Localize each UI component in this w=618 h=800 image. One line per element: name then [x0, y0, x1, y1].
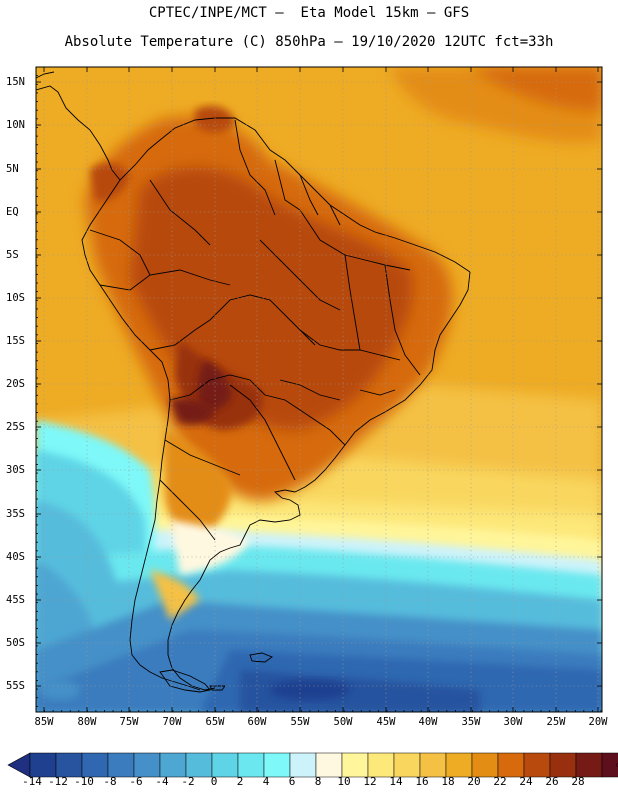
- colorbar-label-24: 24: [519, 775, 533, 788]
- colorbar-label-2: 2: [236, 775, 244, 788]
- colorbar-label-m14: -14: [22, 775, 42, 788]
- colorbar-boxes: [29, 752, 618, 778]
- colorbar-swatch: [211, 752, 239, 778]
- colorbar-label-14: 14: [389, 775, 403, 788]
- colorbar-swatch: [263, 752, 291, 778]
- colorbar-label-10: 10: [337, 775, 351, 788]
- lon-label-45w: 45W: [376, 716, 396, 728]
- map-field: [36, 67, 602, 712]
- colorbar-label-0: 0: [210, 775, 218, 788]
- lon-label-25w: 25W: [546, 716, 566, 728]
- colorbar-swatch: [497, 752, 525, 778]
- colorbar-swatch: [159, 752, 187, 778]
- lat-label-25s: 25S: [6, 421, 25, 433]
- colorbar-swatch: [471, 752, 499, 778]
- colorbar-under-arrow: [7, 752, 31, 778]
- lon-label-35w: 35W: [461, 716, 481, 728]
- colorbar-swatch: [341, 752, 369, 778]
- lat-label-eq: EQ: [6, 206, 19, 218]
- lat-label-5s: 5S: [6, 249, 19, 261]
- colorbar-swatch: [393, 752, 421, 778]
- colorbar-label-26: 26: [545, 775, 559, 788]
- colorbar-label-12: 12: [363, 775, 377, 788]
- lon-label-55w: 55W: [290, 716, 310, 728]
- colorbar-swatch: [575, 752, 603, 778]
- lat-label-15s: 15S: [6, 335, 25, 347]
- colorbar-label-18: 18: [441, 775, 455, 788]
- colorbar-swatch: [237, 752, 265, 778]
- colorbar-swatch: [107, 752, 135, 778]
- colorbar-swatch: [315, 752, 343, 778]
- lon-label-50w: 50W: [333, 716, 353, 728]
- colorbar-label-6: 6: [288, 775, 296, 788]
- map-frame: [35, 66, 603, 713]
- map-title-line-1: CPTEC/INPE/MCT – Eta Model 15km – GFS: [148, 5, 470, 21]
- lon-label-85w: 85W: [34, 716, 54, 728]
- lat-label-50s: 50S: [6, 637, 25, 649]
- lat-label-45s: 45S: [6, 594, 25, 606]
- axis-ticks: [35, 66, 602, 712]
- lon-label-30w: 30W: [503, 716, 523, 728]
- colorbar-label-m4: -4: [155, 775, 169, 788]
- colorbar-swatch: [419, 752, 447, 778]
- lat-label-30s: 30S: [6, 464, 25, 476]
- lat-label-10n: 10N: [6, 119, 25, 131]
- lon-label-60w: 60W: [247, 716, 267, 728]
- colorbar-label-22: 22: [493, 775, 507, 788]
- colorbar-swatch: [185, 752, 213, 778]
- lon-label-80w: 80W: [77, 716, 97, 728]
- colorbar-swatch: [289, 752, 317, 778]
- lat-label-55s: 55S: [6, 680, 25, 692]
- lat-label-40s: 40S: [6, 551, 25, 563]
- colorbar-label-4: 4: [262, 775, 270, 788]
- colorbar-swatch: [367, 752, 395, 778]
- colorbar-label-m2: -2: [181, 775, 195, 788]
- lat-label-15n: 15N: [6, 76, 25, 88]
- colorbar-swatch: [29, 752, 57, 778]
- colorbar-label-28: 28: [571, 775, 585, 788]
- lat-label-20s: 20S: [6, 378, 25, 390]
- colorbar-swatch: [81, 752, 109, 778]
- colorbar-label-m8: -8: [103, 775, 117, 788]
- colorbar-label-m12: -12: [48, 775, 68, 788]
- lat-label-10s: 10S: [6, 292, 25, 304]
- colorbar-swatch: [549, 752, 577, 778]
- colorbar-swatch: [523, 752, 551, 778]
- lon-label-70w: 70W: [162, 716, 182, 728]
- coastline-borders: [36, 71, 471, 693]
- colorbar-label-m6: -6: [129, 775, 143, 788]
- colorbar-label-16: 16: [415, 775, 429, 788]
- lon-label-20w: 20W: [588, 716, 608, 728]
- lon-label-40w: 40W: [418, 716, 438, 728]
- colorbar-label-8: 8: [314, 775, 322, 788]
- colorbar-swatch: [55, 752, 83, 778]
- colorbar-swatch: [445, 752, 473, 778]
- map-title-line-2: Absolute Temperature (C) 850hPa – 19/10/…: [64, 34, 554, 50]
- lon-label-75w: 75W: [119, 716, 139, 728]
- colorbar-swatch: [133, 752, 161, 778]
- lon-label-65w: 65W: [205, 716, 225, 728]
- colorbar-label-m10: -10: [74, 775, 94, 788]
- lat-label-35s: 35S: [6, 508, 25, 520]
- lat-label-5n: 5N: [6, 163, 19, 175]
- colorbar-label-20: 20: [467, 775, 481, 788]
- colorbar-swatch: [601, 752, 618, 778]
